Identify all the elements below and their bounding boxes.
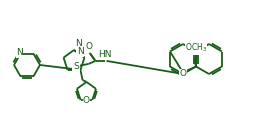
Text: N: N <box>77 47 84 56</box>
Text: O: O <box>180 69 187 78</box>
Text: O: O <box>85 42 92 51</box>
Text: N: N <box>75 39 82 49</box>
Text: HN: HN <box>98 50 111 59</box>
Text: S: S <box>74 62 79 71</box>
Text: O: O <box>83 97 90 106</box>
Text: HN: HN <box>98 50 111 59</box>
Text: OCH$_3$: OCH$_3$ <box>185 42 207 54</box>
Text: N: N <box>16 48 23 57</box>
Text: N: N <box>72 65 79 74</box>
